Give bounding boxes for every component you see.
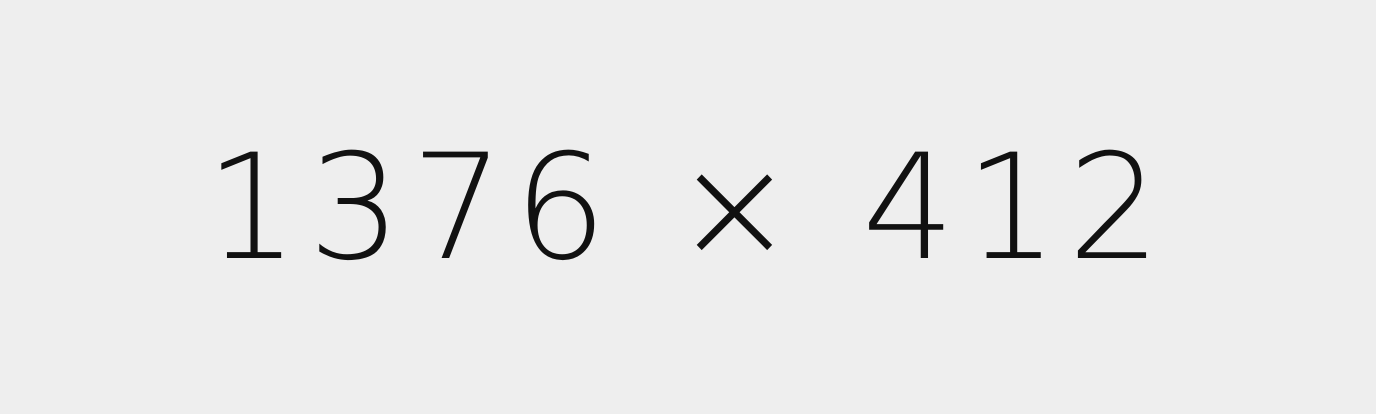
placeholder-canvas: 1376 × 412 bbox=[205, 123, 1171, 293]
dimension-label: 1376 × 412 bbox=[205, 123, 1171, 293]
